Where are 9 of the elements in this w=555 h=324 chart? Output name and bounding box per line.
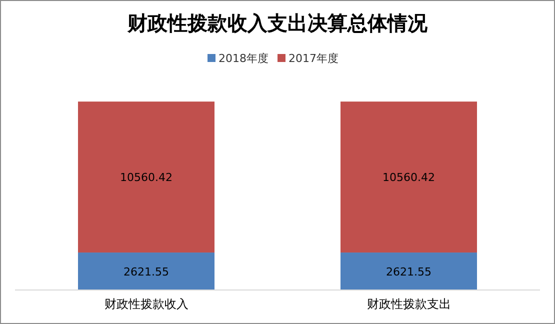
data-label: 2621.55 <box>386 265 432 278</box>
legend-label: 2018年度 <box>218 52 268 65</box>
data-label: 10560.42 <box>120 171 172 184</box>
x-tick-label: 财政性拨款收入 <box>104 297 188 311</box>
chart-title: 财政性拨款收入支出决算总体情况 <box>126 11 428 35</box>
data-label: 10560.42 <box>382 171 435 184</box>
data-label: 2621.55 <box>124 265 169 278</box>
x-tick-label: 财政性拨款支出 <box>366 297 451 311</box>
legend-label: 2017年度 <box>288 52 338 65</box>
